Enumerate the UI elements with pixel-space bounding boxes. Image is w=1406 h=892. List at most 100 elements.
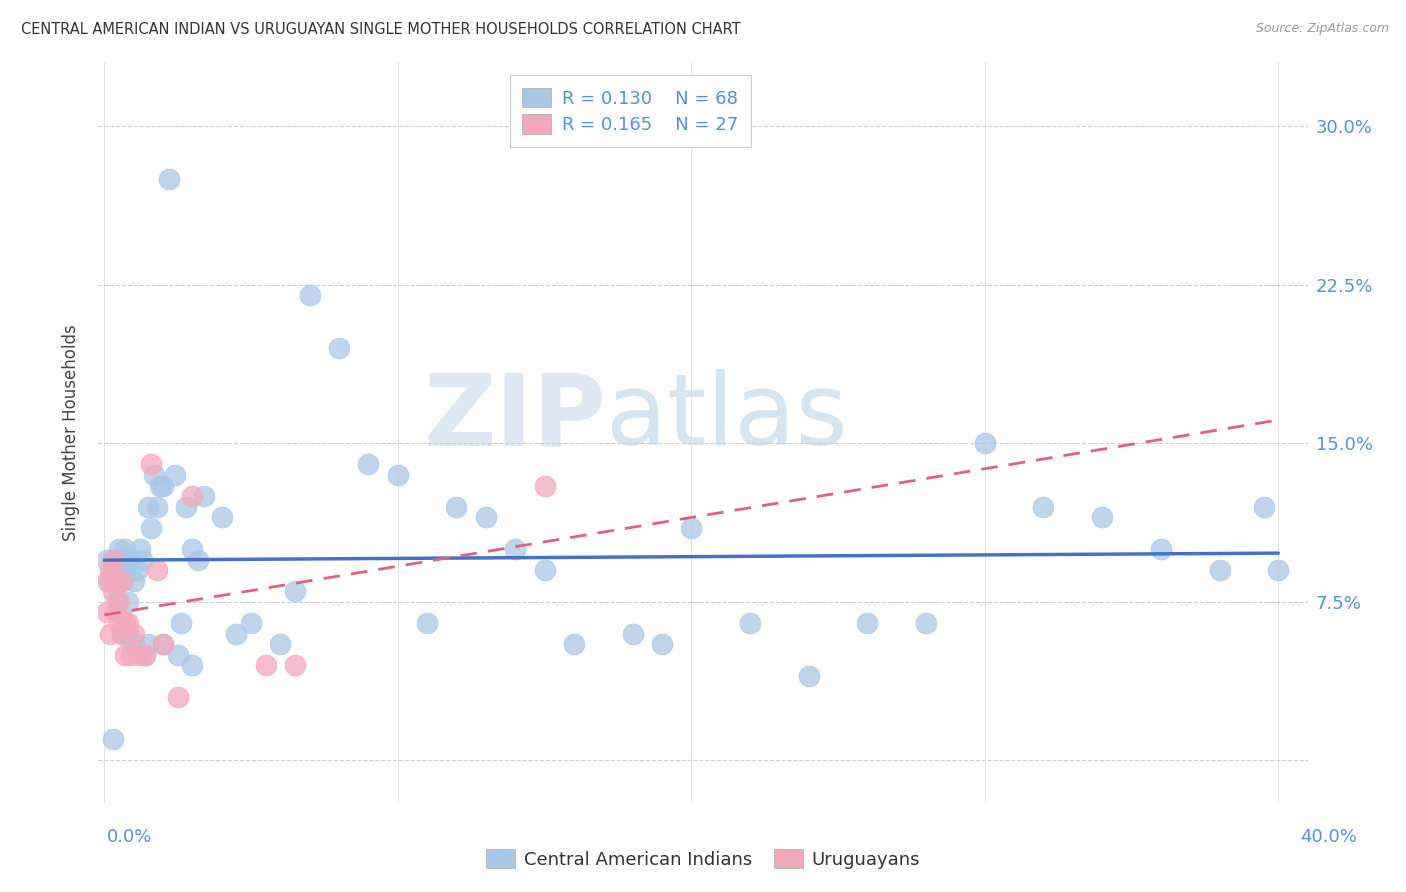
Point <box>176 500 198 514</box>
Point <box>187 552 209 566</box>
Point <box>284 658 307 673</box>
Point <box>1253 500 1275 514</box>
Point <box>169 615 191 630</box>
Point <box>105 574 128 588</box>
Point <box>105 606 128 620</box>
Point <box>533 478 555 492</box>
Point <box>152 478 174 492</box>
Point <box>108 615 131 630</box>
Point <box>651 637 673 651</box>
Point <box>181 658 204 673</box>
Text: 0.0%: 0.0% <box>107 828 152 846</box>
Point <box>141 458 163 472</box>
Point <box>387 467 409 482</box>
Y-axis label: Single Mother Households: Single Mother Households <box>62 325 80 541</box>
Point <box>120 648 142 662</box>
Point <box>114 563 136 577</box>
Point <box>298 288 321 302</box>
Point <box>284 584 307 599</box>
Point <box>856 615 879 630</box>
Point <box>98 563 121 577</box>
Point <box>562 637 585 651</box>
Point <box>621 626 644 640</box>
Point <box>143 467 166 482</box>
Point <box>152 637 174 651</box>
Point <box>122 637 145 651</box>
Point <box>122 626 145 640</box>
Point <box>1150 541 1173 556</box>
Point <box>328 341 350 355</box>
Point <box>225 626 247 640</box>
Point <box>1208 563 1230 577</box>
Text: ZIP: ZIP <box>423 369 606 467</box>
Text: 40.0%: 40.0% <box>1301 828 1357 846</box>
Point <box>1267 563 1289 577</box>
Point <box>254 658 277 673</box>
Point <box>240 615 263 630</box>
Point <box>181 541 204 556</box>
Point <box>134 648 156 662</box>
Point <box>141 521 163 535</box>
Point <box>131 552 153 566</box>
Point <box>357 458 380 472</box>
Point <box>117 595 139 609</box>
Point <box>193 489 215 503</box>
Point <box>101 552 124 566</box>
Point <box>181 489 204 503</box>
Text: CENTRAL AMERICAN INDIAN VS URUGUAYAN SINGLE MOTHER HOUSEHOLDS CORRELATION CHART: CENTRAL AMERICAN INDIAN VS URUGUAYAN SIN… <box>21 22 741 37</box>
Point <box>111 626 134 640</box>
Point <box>128 648 150 662</box>
Point <box>269 637 291 651</box>
Point <box>157 171 180 186</box>
Point <box>96 606 118 620</box>
Point <box>111 626 134 640</box>
Point <box>108 541 131 556</box>
Point <box>128 541 150 556</box>
Point <box>101 552 124 566</box>
Point <box>1032 500 1054 514</box>
Point <box>475 510 498 524</box>
Point <box>101 584 124 599</box>
Point <box>117 615 139 630</box>
Point <box>108 595 131 609</box>
Point <box>96 552 118 566</box>
Point <box>915 615 938 630</box>
Point <box>101 732 124 747</box>
Point <box>114 648 136 662</box>
Point <box>163 467 186 482</box>
Point <box>98 574 121 588</box>
Point <box>416 615 439 630</box>
Point <box>146 500 169 514</box>
Point <box>105 574 128 588</box>
Text: atlas: atlas <box>606 369 848 467</box>
Legend: Central American Indians, Uruguayans: Central American Indians, Uruguayans <box>478 841 928 876</box>
Point <box>149 478 172 492</box>
Point <box>166 690 188 704</box>
Legend: R = 0.130    N = 68, R = 0.165    N = 27: R = 0.130 N = 68, R = 0.165 N = 27 <box>510 75 751 146</box>
Point <box>211 510 233 524</box>
Point <box>152 637 174 651</box>
Point <box>122 574 145 588</box>
Point <box>503 541 526 556</box>
Point <box>125 563 148 577</box>
Point <box>111 574 134 588</box>
Point <box>797 669 820 683</box>
Point <box>973 436 995 450</box>
Point <box>111 552 134 566</box>
Point <box>136 637 159 651</box>
Point <box>98 626 121 640</box>
Point <box>681 521 703 535</box>
Point <box>114 541 136 556</box>
Point <box>738 615 761 630</box>
Point <box>136 500 159 514</box>
Point <box>533 563 555 577</box>
Point <box>134 648 156 662</box>
Point <box>1091 510 1114 524</box>
Point <box>446 500 468 514</box>
Point <box>120 552 142 566</box>
Point <box>105 595 128 609</box>
Point <box>114 615 136 630</box>
Point <box>166 648 188 662</box>
Point <box>96 574 118 588</box>
Point <box>117 626 139 640</box>
